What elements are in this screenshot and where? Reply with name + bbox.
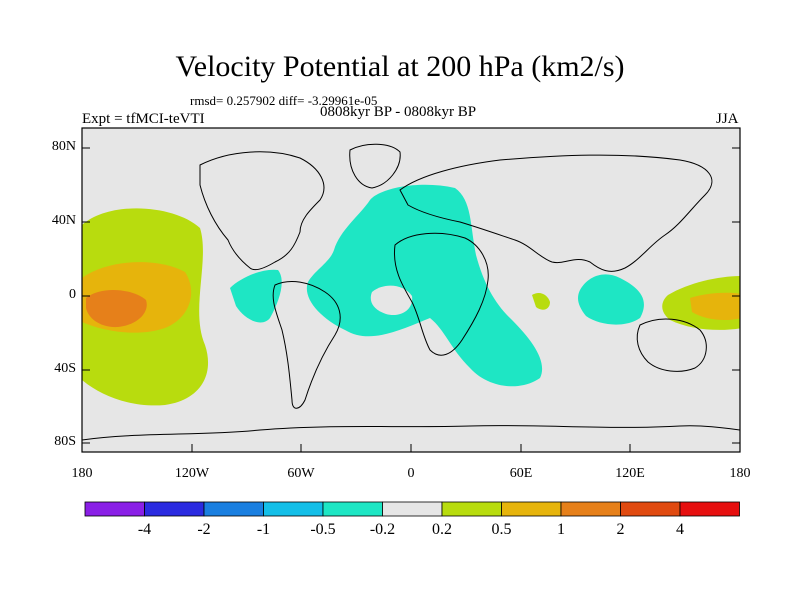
colorbar-label: 0.2 (432, 521, 452, 538)
coastline-south-america (272, 281, 341, 409)
colorbar-bin-3 (263, 501, 324, 517)
colorbar-bin-6 (441, 501, 502, 517)
colorbar-label: 0.5 (491, 521, 512, 538)
y-tick-label: 40N (51, 213, 76, 228)
colorbar-label: 1 (557, 521, 565, 538)
y-tick-label: 0 (69, 287, 76, 302)
colorbar-label: -0.5 (310, 521, 336, 538)
coastlines (82, 143, 740, 441)
colorbar-label: -0.2 (369, 521, 396, 538)
colorbar-label: -1 (256, 521, 271, 538)
positive-region-east-pacific-max (86, 289, 147, 328)
colorbar-bin-1 (144, 501, 205, 517)
period-label: 0808kyr BP - 0808kyr BP (320, 104, 477, 120)
negative-region-central-america (230, 269, 282, 323)
y-tick-label: 40S (54, 361, 76, 376)
stats-label: rmsd= 0.257902 diff= -3.29961e-05 (190, 93, 378, 108)
colorbar-bin-0 (84, 501, 145, 517)
page-title: Velocity Potential at 200 hPa (km2/s) (175, 50, 625, 83)
colorbar-label: 2 (616, 521, 625, 538)
neutral-hole-south-atlantic (370, 285, 413, 316)
coastline-africa (393, 232, 489, 356)
negative-region-atlantic-africa (306, 184, 543, 387)
colorbar-bin-2 (203, 501, 264, 517)
contour-fills (82, 184, 740, 406)
colorbar-bin-8 (560, 501, 621, 517)
x-tick-label: 120W (174, 466, 210, 481)
axis-ticks (81, 147, 741, 452)
colorbar-bin-7 (501, 501, 562, 517)
coastline-eurasia (399, 154, 713, 272)
coastline-australia (636, 318, 707, 372)
colorbar-bin-10 (679, 501, 740, 517)
colorbar-label: -4 (137, 521, 152, 538)
negative-region-maritime-continent (578, 274, 644, 325)
colorbar-bin-5 (382, 501, 443, 517)
x-tick-label: 60E (509, 466, 533, 481)
x-tick-label: 60W (287, 466, 315, 481)
positive-region-indian-ocean (532, 292, 550, 310)
experiment-label: Expt = tfMCI-teVTI (82, 111, 205, 127)
x-tick-label: 180 (71, 466, 93, 481)
colorbar-bin-9 (620, 501, 681, 517)
positive-region-west-pacific-core (690, 292, 740, 320)
x-tick-label: 120E (615, 466, 645, 481)
colorbar-label: 4 (676, 521, 684, 538)
x-tick-label: 180 (729, 466, 751, 481)
coastline-antarctica (82, 425, 740, 441)
y-tick-label: 80N (51, 139, 76, 154)
coastline-north-america (199, 151, 325, 271)
colorbar-label: -2 (197, 521, 211, 538)
x-tick-label: 0 (407, 466, 415, 481)
colorbar-bin-4 (322, 501, 383, 517)
season-label: JJA (716, 111, 739, 127)
y-tick-label: 80S (54, 434, 76, 449)
colorbar (84, 501, 740, 517)
coastline-greenland (349, 143, 401, 189)
